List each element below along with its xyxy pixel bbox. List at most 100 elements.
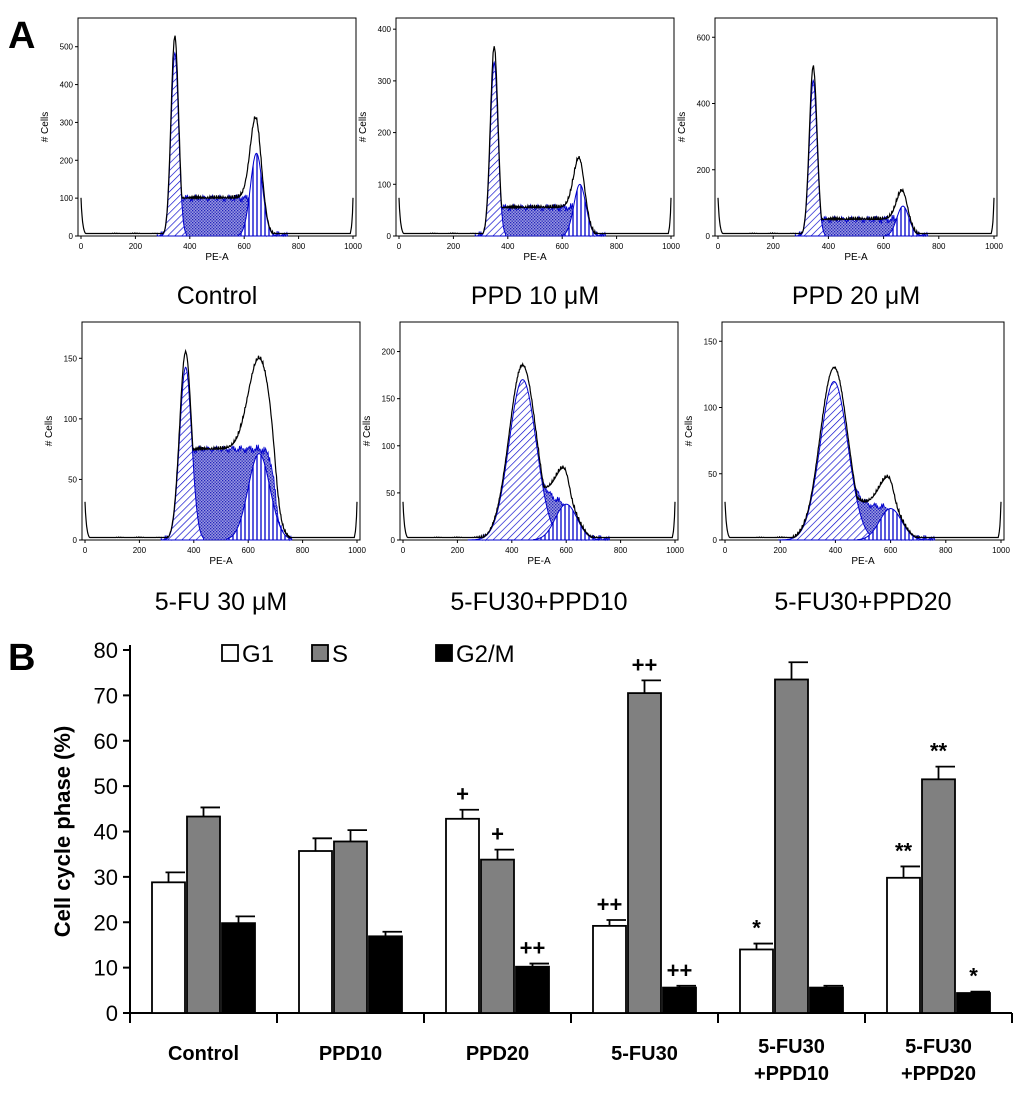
y-tick-label: 70: [94, 683, 118, 708]
histogram-envelope-line: [717, 65, 995, 235]
significance-marker: +: [491, 822, 504, 847]
y-tick-label: 50: [94, 774, 118, 799]
bar-s-4: [774, 678, 809, 1014]
bar-s-5: [921, 778, 956, 1014]
histogram-y-tick-label: 0: [73, 536, 78, 545]
y-tick-label: 10: [94, 956, 118, 981]
histogram-y-tick-label: 200: [60, 156, 74, 165]
histogram-y-tick-label: 100: [704, 404, 718, 413]
histogram-x-tick-label: 0: [79, 242, 84, 251]
histogram-x-tick-label: 800: [610, 242, 624, 251]
histogram-x-tick-label: 200: [451, 546, 465, 555]
histogram-caption: 5-FU 30 μM: [155, 588, 287, 616]
histogram-y-tick-label: 200: [378, 129, 392, 138]
bar-chart: 0 10 20 30 40 50 60 70 80 Cell cycle phase (%) Con…: [50, 638, 1013, 1085]
y-tick-label: 30: [94, 865, 118, 890]
histogram-y-axis-label: # Cells: [44, 416, 55, 447]
histogram-y-tick-label: 400: [60, 81, 74, 90]
significance-marker: ++: [520, 936, 546, 961]
histogram-g2-fill: [225, 453, 293, 541]
legend-swatch-s: [311, 644, 329, 662]
histogram-y-tick-label: 200: [382, 348, 396, 357]
histogram-y-tick-label: 600: [697, 33, 711, 42]
bar-g1-4: [739, 948, 774, 1014]
histogram-y-tick-label: 100: [60, 194, 74, 203]
bar-s-1: [333, 840, 368, 1014]
histogram-envelope-line: [402, 361, 676, 539]
legend-label: S: [332, 641, 348, 668]
histogram-caption: 5-FU30+PPD20: [774, 588, 951, 616]
x-category-label: PPD10: [319, 1043, 382, 1065]
histogram-x-tick-label: 200: [447, 242, 461, 251]
histogram-y-tick-label: 50: [386, 489, 395, 498]
histogram-caption: 5-FU30+PPD10: [450, 588, 627, 616]
legend-label: G1: [242, 641, 274, 668]
histogram-x-tick-label: 200: [774, 546, 788, 555]
y-tick-label: 60: [94, 729, 118, 754]
histogram-x-axis-label: PE-A: [209, 556, 233, 567]
histogram-x-tick-label: 200: [133, 546, 147, 555]
x-category-label: +PPD20: [901, 1063, 976, 1085]
bar-g1-2: [445, 817, 480, 1014]
x-category-label: Control: [168, 1043, 239, 1065]
histogram-x-tick-label: 600: [560, 546, 574, 555]
histogram-envelope-line: [724, 366, 1002, 539]
significance-marker: **: [930, 739, 948, 764]
bar-g2m-0: [221, 922, 256, 1014]
histogram-x-axis-label: PE-A: [523, 252, 547, 263]
histogram-y-tick-label: 500: [60, 43, 74, 52]
significance-marker: ++: [632, 652, 658, 677]
y-tick-label: 0: [106, 1001, 118, 1026]
histogram-caption: PPD 10 μM: [471, 282, 599, 310]
histogram-y-tick-label: 150: [382, 395, 396, 404]
bar-g1-5: [886, 876, 921, 1014]
histogram-caption: PPD 20 μM: [792, 282, 920, 310]
histogram-x-tick-label: 400: [187, 546, 201, 555]
bar-s-3: [627, 692, 662, 1014]
histogram-y-tick-label: 0: [387, 232, 392, 241]
histogram-y-tick-label: 300: [378, 77, 392, 86]
histogram-y-axis-label: # Cells: [684, 416, 695, 447]
histogram-x-tick-label: 600: [884, 546, 898, 555]
histogram-frame: [395, 17, 675, 237]
histogram-x-tick-label: 600: [877, 242, 891, 251]
histogram-x-tick-label: 1000: [992, 546, 1010, 555]
histogram-x-tick-label: 1000: [662, 242, 680, 251]
histogram-envelope-line: [80, 35, 354, 235]
significance-marker: ++: [597, 892, 623, 917]
bar-s-0: [186, 815, 221, 1014]
histogram-y-tick-label: 400: [697, 100, 711, 109]
bar-g2m-4: [809, 986, 844, 1014]
y-axis-label: Cell cycle phase (%): [50, 726, 75, 938]
significance-marker: ++: [667, 958, 693, 983]
significance-marker: **: [895, 838, 913, 863]
histogram-x-tick-label: 400: [829, 546, 843, 555]
histogram-y-tick-label: 150: [704, 337, 718, 346]
histogram-x-tick-label: 0: [401, 546, 406, 555]
histogram-x-tick-label: 400: [505, 546, 519, 555]
histogram-x-tick-label: 0: [723, 546, 728, 555]
histogram-x-tick-label: 0: [83, 546, 88, 555]
bar-s-2: [480, 858, 515, 1014]
histogram-x-tick-label: 800: [932, 242, 946, 251]
histogram-x-tick-label: 0: [397, 242, 402, 251]
histogram-x-axis-label: PE-A: [527, 556, 551, 567]
histogram-y-axis-label: # Cells: [677, 112, 688, 143]
histogram-y-tick-label: 0: [69, 232, 74, 241]
histogram-x-tick-label: 400: [501, 242, 515, 251]
x-category-label: 5-FU30: [905, 1036, 972, 1058]
histogram-y-tick-label: 400: [378, 25, 392, 34]
histogram-x-tick-label: 400: [183, 242, 197, 251]
histogram-x-tick-label: 600: [242, 546, 256, 555]
histogram-frame: [714, 17, 998, 237]
histogram-panel-4: 0 50 100 150 0 200 400 600 800 1000 PE-A # Cells 5-F…: [44, 321, 366, 616]
histogram-x-axis-label: PE-A: [851, 556, 875, 567]
histogram-x-tick-label: 800: [614, 546, 628, 555]
y-tick-label: 80: [94, 638, 118, 663]
histogram-x-tick-label: 1000: [344, 242, 362, 251]
histogram-y-axis-label: # Cells: [358, 112, 369, 143]
y-tick-label: 20: [94, 910, 118, 935]
histogram-envelope-line: [84, 348, 358, 539]
histogram-envelope-line: [398, 46, 672, 235]
histogram-x-tick-label: 200: [767, 242, 781, 251]
